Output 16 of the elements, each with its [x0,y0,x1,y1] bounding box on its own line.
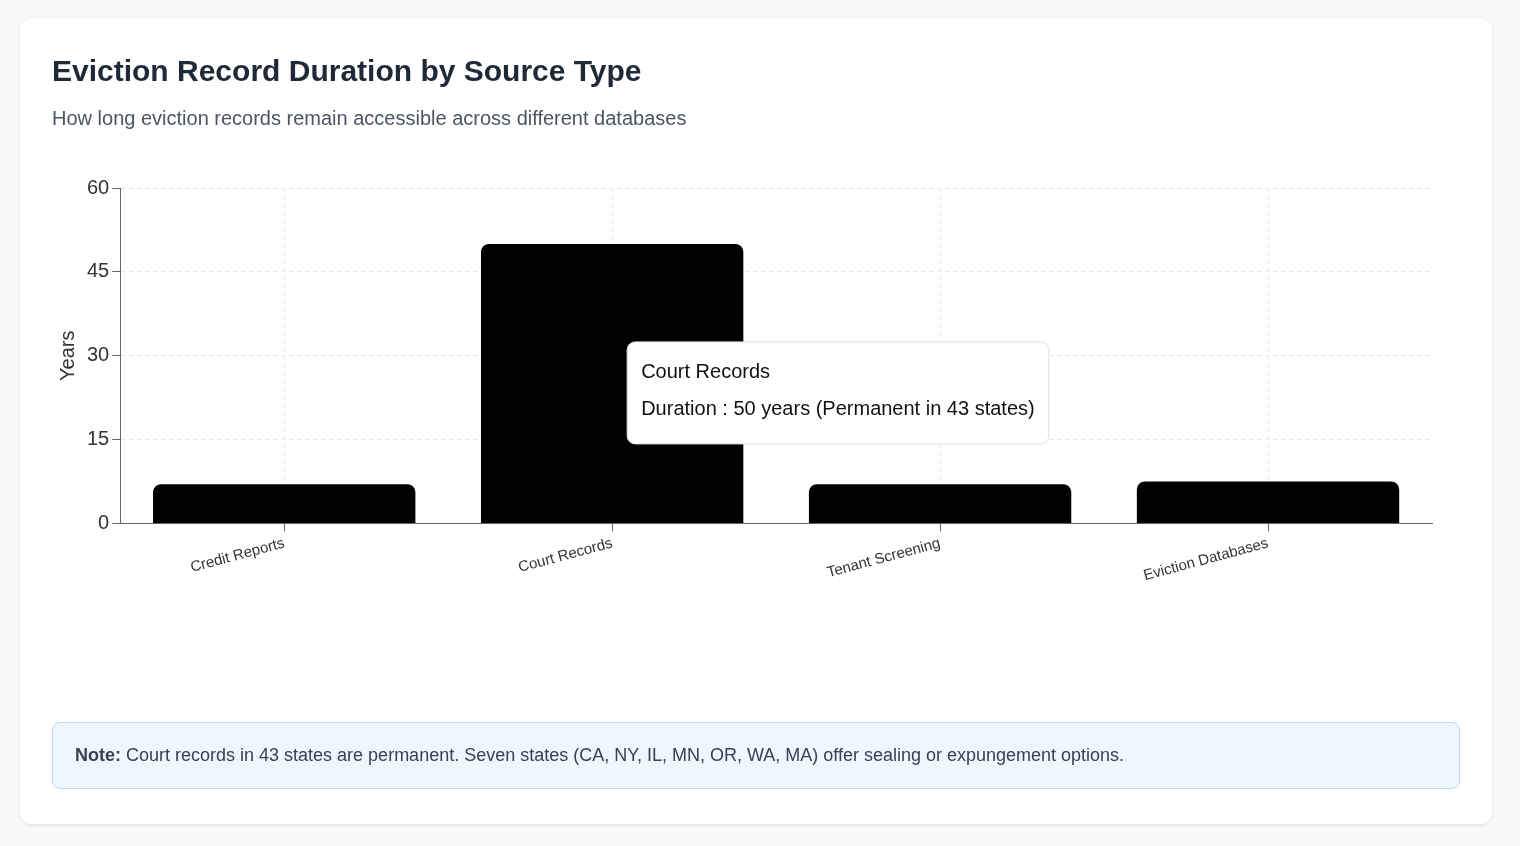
bar [808,484,1072,523]
bar [153,484,416,523]
y-tick-label: 30 [87,343,110,366]
annotation: Court Records Duration : 50 years (Permanent in 43 states) [641,360,1035,420]
text: Note: Court records in 43 states are permanent. Seven states (CA, NY, IL, MN, OR, WA, MA) offer sealing or expungement options. [52,722,1460,789]
x-tick-label: Court Records [516,533,614,575]
y-tick-label: 45 [87,259,110,282]
y-tick-label: 0 [98,510,110,533]
bar [1136,481,1400,523]
x-tick-label: Credit Reports [188,533,287,575]
x-tick-label: Tenant Screening [824,533,942,581]
chart-title: Eviction Record Duration by Source Type [52,54,642,88]
y-tick-label: 15 [87,427,110,450]
y-axis-title: Years [55,330,78,381]
y-tick-label: 60 [87,175,110,198]
chart-subtitle: How long eviction records remain accessible across different databases [52,107,687,130]
